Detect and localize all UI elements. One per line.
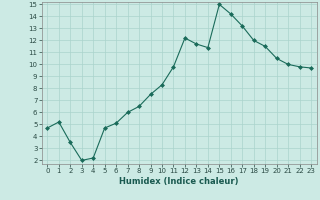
X-axis label: Humidex (Indice chaleur): Humidex (Indice chaleur) <box>119 177 239 186</box>
